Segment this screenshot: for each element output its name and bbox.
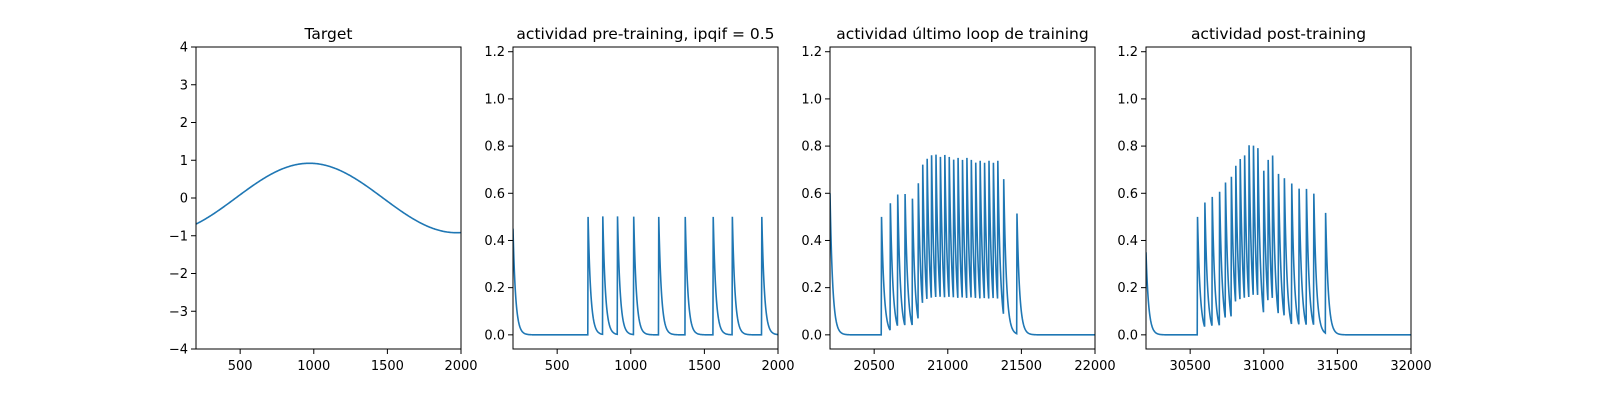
y-tick-label: 1.2: [1117, 45, 1138, 60]
y-tick-label: 0.2: [1117, 281, 1138, 296]
y-tick-label: 0: [180, 192, 188, 207]
y-tick-label: 0.6: [1117, 187, 1138, 202]
y-tick-label: 0.4: [484, 234, 505, 249]
y-tick-label: 0.8: [1117, 140, 1138, 155]
x-tick-label: 2000: [444, 359, 477, 374]
series-line: [513, 216, 778, 336]
subplot-2: 500 1000 1500 2000 0.0 0.2 0.4 0.6 0.8 1.0 1.2 acti…: [484, 25, 794, 374]
x-tick-label: 30500: [1169, 359, 1210, 374]
series-line: [1146, 145, 1411, 336]
subplot-3: 20500 21000 21500 22000 0.0 0.2 0.4 0.6 0.8 1.0 1.…: [801, 25, 1115, 374]
subplot-title: actividad pre-training, ipqif = 0.5: [516, 25, 774, 43]
y-tick-label: −4: [169, 343, 188, 358]
x-tick-label: 1500: [688, 359, 721, 374]
x-tick-label: 31000: [1243, 359, 1284, 374]
series-line: [830, 154, 1095, 336]
x-tick-label: 500: [228, 359, 253, 374]
y-tick-label: 1.0: [801, 92, 822, 107]
y-tick-label: −1: [169, 229, 188, 244]
x-tick-label: 20500: [853, 359, 894, 374]
y-tick-label: 0.8: [484, 140, 505, 155]
y-tick-label: −2: [169, 267, 188, 282]
x-tick-label: 2000: [761, 359, 794, 374]
y-tick-label: 1.2: [801, 45, 822, 60]
x-tick-label: 21000: [927, 359, 968, 374]
y-tick-label: 0.8: [801, 140, 822, 155]
subplot-title: actividad post-training: [1191, 25, 1366, 43]
y-tick-label: 0.6: [484, 187, 505, 202]
subplot-4: 30500 31000 31500 32000 0.0 0.2 0.4 0.6 0.8 1.0 1.…: [1117, 25, 1431, 374]
y-tick-label: 1.0: [484, 92, 505, 107]
axes-frame: [512, 46, 779, 350]
x-tick-label: 1500: [371, 359, 404, 374]
y-tick-label: 0.4: [801, 234, 822, 249]
axes-frame: [1145, 46, 1412, 350]
subplot-title: Target: [304, 25, 353, 43]
y-tick-label: 0.2: [484, 281, 505, 296]
subplot-1: 500 1000 1500 2000 −4 −3 −2 −1 0 1 2 3 4 Target: [169, 25, 478, 374]
y-tick-label: 3: [180, 78, 188, 93]
x-tick-label: 32000: [1390, 359, 1431, 374]
y-tick-label: 0.6: [801, 187, 822, 202]
y-tick-label: 4: [180, 41, 188, 56]
x-tick-label: 22000: [1074, 359, 1115, 374]
y-tick-label: 0.0: [801, 328, 822, 343]
y-tick-label: 0.2: [801, 281, 822, 296]
x-tick-label: 1000: [297, 359, 330, 374]
y-tick-label: 0.4: [1117, 234, 1138, 249]
y-tick-label: 2: [180, 116, 188, 131]
subplot-title: actividad último loop de training: [836, 25, 1088, 43]
y-tick-label: 1.2: [484, 45, 505, 60]
y-tick-label: −3: [169, 305, 188, 320]
x-tick-label: 31500: [1317, 359, 1358, 374]
x-tick-label: 500: [545, 359, 570, 374]
series-line: [196, 162, 461, 234]
y-tick-label: 0.0: [484, 328, 505, 343]
y-tick-label: 1.0: [1117, 92, 1138, 107]
y-tick-label: 1: [180, 154, 188, 169]
x-tick-label: 1000: [614, 359, 647, 374]
axes-frame: [829, 46, 1096, 350]
x-tick-label: 21500: [1001, 359, 1042, 374]
y-tick-label: 0.0: [1117, 328, 1138, 343]
